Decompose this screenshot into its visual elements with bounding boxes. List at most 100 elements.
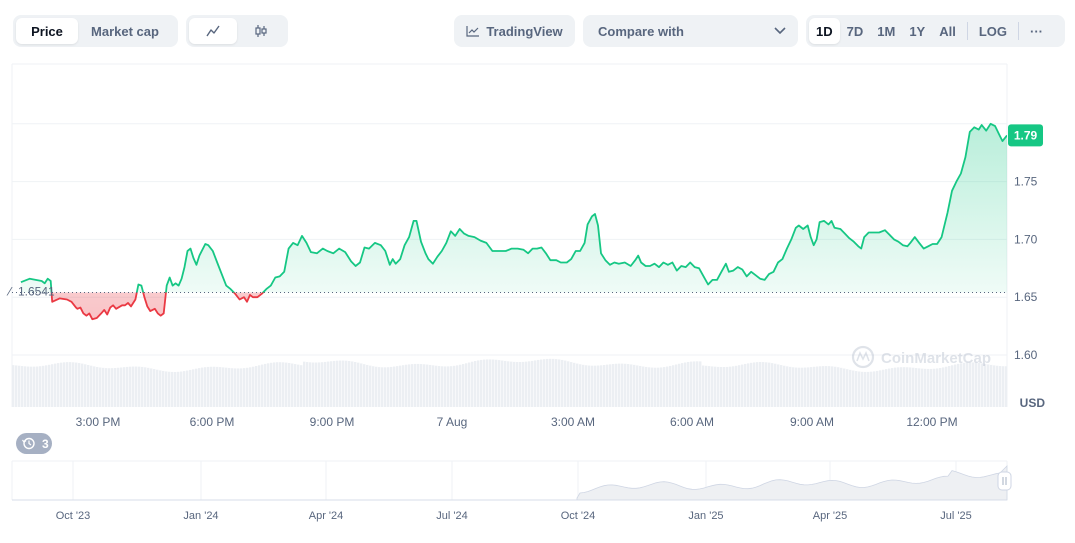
reference-marker: ⁄ xyxy=(6,284,13,298)
volume-bar xyxy=(588,365,591,407)
volume-bar xyxy=(150,368,153,407)
volume-bar xyxy=(981,363,984,407)
volume-bar xyxy=(924,368,927,407)
volume-bar xyxy=(603,364,606,407)
volume-bar xyxy=(309,362,312,407)
volume-bar xyxy=(660,367,663,407)
volume-bar xyxy=(300,365,303,407)
log-scale-button[interactable]: LOG xyxy=(978,23,1008,39)
volume-bar xyxy=(126,366,129,407)
candlestick-chart-button[interactable] xyxy=(237,18,285,44)
volume-bar xyxy=(441,366,444,407)
volume-bar xyxy=(231,368,234,407)
volume-bar xyxy=(51,364,54,407)
volume-bar xyxy=(921,368,924,407)
volume-bar xyxy=(624,363,627,407)
volume-bar xyxy=(75,362,78,407)
tradingview-button[interactable]: TradingView xyxy=(454,15,575,47)
volume-bar xyxy=(474,361,477,407)
volume-bar xyxy=(531,360,534,407)
volume-bar xyxy=(204,367,207,407)
volume-bar xyxy=(105,368,108,407)
more-options-button[interactable]: ··· xyxy=(1030,23,1044,39)
volume-bar xyxy=(276,362,279,407)
compare-dropdown[interactable]: Compare with xyxy=(583,15,798,47)
price-area-above-reference xyxy=(20,123,1007,293)
volume-bar xyxy=(297,364,300,407)
volume-bar xyxy=(984,363,987,407)
volume-bar xyxy=(294,364,297,407)
volume-bar xyxy=(867,371,870,407)
volume-bar xyxy=(483,359,486,407)
volume-bar xyxy=(723,367,726,407)
volume-bar xyxy=(471,361,474,407)
volume-bar xyxy=(258,365,261,407)
price-tab[interactable]: Price xyxy=(16,18,78,44)
volume-bar xyxy=(324,361,327,407)
volume-bar xyxy=(177,371,180,407)
volume-bar xyxy=(450,366,453,407)
volume-bar xyxy=(435,365,438,407)
volume-bar xyxy=(147,367,150,407)
volume-bar xyxy=(900,367,903,407)
volume-bar xyxy=(558,359,561,407)
volume-bar xyxy=(273,362,276,407)
events-count: 3 xyxy=(42,437,49,451)
market-cap-tab[interactable]: Market cap xyxy=(91,23,159,39)
volume-bar xyxy=(462,364,465,407)
volume-bar xyxy=(135,366,138,407)
volume-bar xyxy=(369,365,372,407)
range-navigator[interactable]: Oct '23 Jan '24 Apr '24 Jul '24 Oct '24 Jan '… xyxy=(11,460,1012,522)
volume-bar xyxy=(348,360,351,407)
range-7d-button[interactable]: 7D xyxy=(846,23,864,39)
volume-bar xyxy=(312,362,315,407)
trend-line-icon xyxy=(466,26,480,37)
range-all-button[interactable]: All xyxy=(939,23,956,39)
volume-bar xyxy=(1002,366,1005,407)
volume-bar xyxy=(15,365,18,407)
volume-bar xyxy=(87,364,90,407)
navigator-tick-label: Oct '23 xyxy=(56,510,91,522)
currency-label: USD xyxy=(1020,396,1046,410)
range-1m-button[interactable]: 1M xyxy=(877,23,896,39)
volume-bar xyxy=(945,366,948,407)
range-1y-button[interactable]: 1Y xyxy=(909,23,926,39)
volume-bar xyxy=(705,365,708,407)
volume-bar xyxy=(264,363,267,407)
volume-bar xyxy=(648,367,651,407)
volume-bar xyxy=(636,365,639,407)
volume-bar xyxy=(732,366,735,407)
volume-bar xyxy=(579,364,582,407)
volume-bar xyxy=(804,367,807,407)
volume-bar xyxy=(270,362,273,407)
volume-bar xyxy=(252,366,255,407)
volume-bar xyxy=(504,360,507,407)
compare-label: Compare with xyxy=(598,23,684,39)
navigator-handle[interactable] xyxy=(997,471,1012,491)
volume-bar xyxy=(690,361,693,407)
chevron-down-icon xyxy=(774,27,786,35)
volume-bar xyxy=(240,368,243,407)
events-badge[interactable]: 3 xyxy=(16,433,52,454)
volume-bar xyxy=(561,359,564,407)
range-1d-button[interactable]: 1D xyxy=(809,18,840,44)
volume-bar xyxy=(720,367,723,407)
volume-bar xyxy=(174,371,177,407)
volume-bar xyxy=(54,363,57,407)
volume-bar xyxy=(216,366,219,407)
volume-bar xyxy=(420,364,423,407)
volume-bar xyxy=(108,368,111,407)
volume-bar xyxy=(378,367,381,407)
line-chart-button[interactable] xyxy=(189,18,237,44)
volume-bar xyxy=(645,366,648,407)
volume-bar xyxy=(729,366,732,407)
volume-bar xyxy=(681,363,684,407)
volume-bar xyxy=(798,367,801,407)
volume-bar xyxy=(840,367,843,407)
volume-bar xyxy=(906,367,909,407)
volume-bar xyxy=(237,368,240,407)
volume-bar xyxy=(306,362,309,407)
volume-bar xyxy=(315,362,318,407)
volume-bar xyxy=(423,364,426,407)
